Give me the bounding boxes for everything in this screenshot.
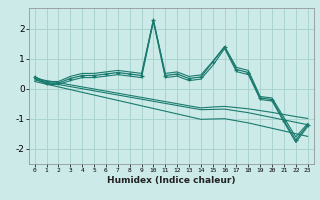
X-axis label: Humidex (Indice chaleur): Humidex (Indice chaleur) [107, 176, 236, 185]
